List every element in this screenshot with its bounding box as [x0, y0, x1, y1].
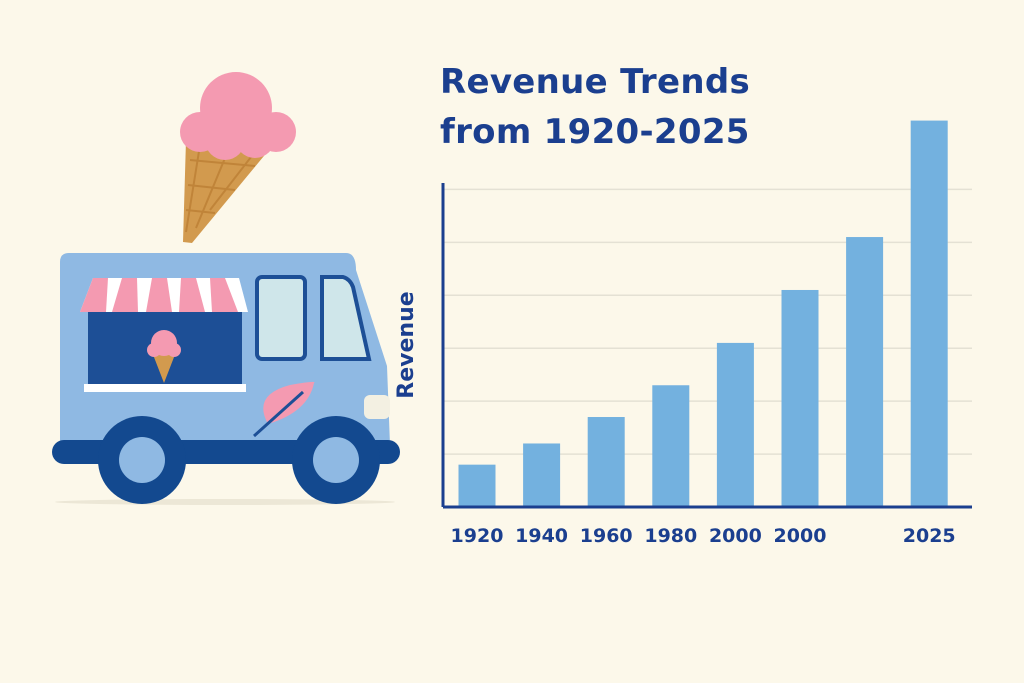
bar-3: [652, 385, 690, 507]
bar-chart: 1920 1940 1960 1980 2000 2000 2025 Revenue: [394, 120, 972, 547]
x-tick-label-5: 2000: [774, 525, 827, 547]
x-tick-label-0: 1920: [451, 525, 504, 547]
x-tick-label-1: 1940: [515, 525, 568, 547]
x-tick-label-4: 2000: [709, 525, 762, 547]
bar-5: [781, 289, 819, 507]
bar-6: [846, 237, 884, 508]
bars: [458, 120, 948, 508]
y-axis-label: Revenue: [394, 291, 419, 398]
x-tick-label-7: 2025: [903, 525, 956, 547]
x-tick-labels: 1920 1940 1960 1980 2000 2000 2025: [451, 525, 956, 547]
leaf-icon: [252, 381, 315, 438]
chart-title-line-1: Revenue Trends: [440, 62, 751, 102]
x-tick-label-2: 1960: [580, 525, 633, 547]
x-tick-label-3: 1980: [644, 525, 697, 547]
bar-0: [458, 464, 496, 507]
bar-1: [523, 443, 561, 507]
ice-cream-cone-icon: [180, 72, 296, 243]
gridlines: [443, 188, 972, 455]
bar-7: [910, 120, 948, 507]
chart-title-line-2: from 1920-2025: [440, 112, 750, 152]
bar-4: [716, 342, 754, 507]
ice-cream-truck-icon: [52, 253, 400, 505]
bar-2: [587, 417, 625, 507]
